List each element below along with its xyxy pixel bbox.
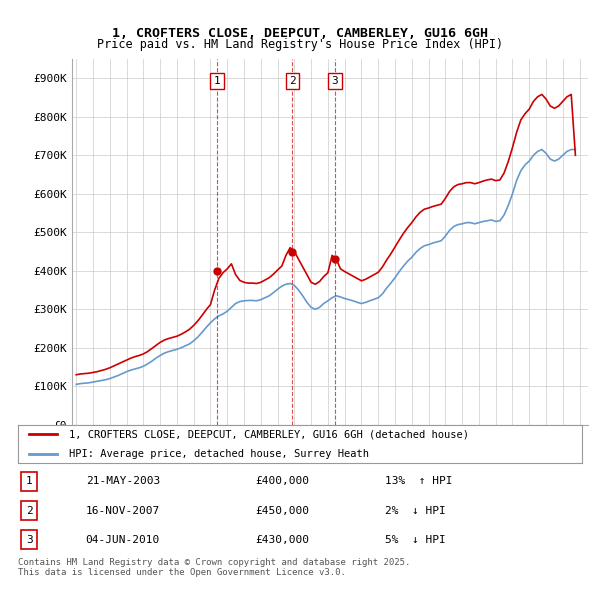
Text: Price paid vs. HM Land Registry's House Price Index (HPI): Price paid vs. HM Land Registry's House …	[97, 38, 503, 51]
Text: 5%  ↓ HPI: 5% ↓ HPI	[385, 535, 445, 545]
Text: 16-NOV-2007: 16-NOV-2007	[86, 506, 160, 516]
Text: £400,000: £400,000	[255, 477, 309, 487]
Text: £430,000: £430,000	[255, 535, 309, 545]
Text: 21-MAY-2003: 21-MAY-2003	[86, 477, 160, 487]
Text: Contains HM Land Registry data © Crown copyright and database right 2025.
This d: Contains HM Land Registry data © Crown c…	[18, 558, 410, 577]
Text: 1: 1	[26, 477, 32, 487]
Text: 1: 1	[214, 76, 220, 86]
Text: £450,000: £450,000	[255, 506, 309, 516]
Text: 2: 2	[26, 506, 32, 516]
Text: 1, CROFTERS CLOSE, DEEPCUT, CAMBERLEY, GU16 6GH (detached house): 1, CROFTERS CLOSE, DEEPCUT, CAMBERLEY, G…	[69, 430, 469, 440]
Text: 2: 2	[289, 76, 296, 86]
Text: 2%  ↓ HPI: 2% ↓ HPI	[385, 506, 445, 516]
Text: 1, CROFTERS CLOSE, DEEPCUT, CAMBERLEY, GU16 6GH: 1, CROFTERS CLOSE, DEEPCUT, CAMBERLEY, G…	[112, 27, 488, 40]
Text: HPI: Average price, detached house, Surrey Heath: HPI: Average price, detached house, Surr…	[69, 448, 369, 458]
Text: 13%  ↑ HPI: 13% ↑ HPI	[385, 477, 452, 487]
Text: 04-JUN-2010: 04-JUN-2010	[86, 535, 160, 545]
Text: 3: 3	[332, 76, 338, 86]
Text: 3: 3	[26, 535, 32, 545]
